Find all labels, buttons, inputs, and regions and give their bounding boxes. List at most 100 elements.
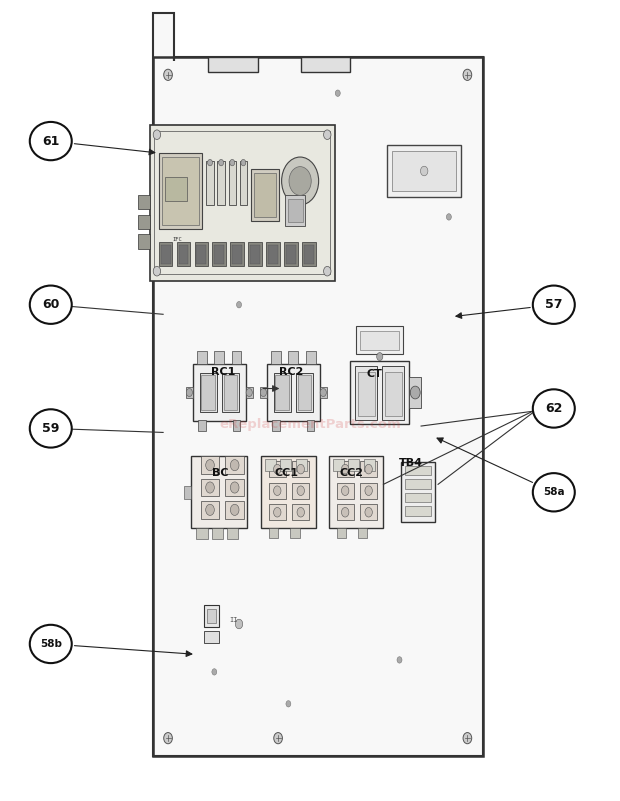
Circle shape	[273, 465, 281, 474]
Text: CC1: CC1	[275, 469, 299, 478]
Circle shape	[153, 267, 161, 276]
Bar	[333, 459, 344, 471]
Bar	[261, 457, 316, 528]
Ellipse shape	[533, 285, 575, 324]
Bar	[288, 351, 298, 364]
Ellipse shape	[30, 409, 72, 448]
Circle shape	[273, 486, 281, 496]
Text: 58b: 58b	[40, 639, 62, 649]
Bar	[405, 479, 432, 489]
Bar	[292, 505, 309, 520]
Bar	[384, 372, 402, 417]
Circle shape	[335, 90, 340, 96]
Bar	[201, 479, 219, 497]
Bar	[348, 459, 360, 471]
Bar	[179, 245, 188, 264]
Circle shape	[342, 486, 349, 496]
Circle shape	[206, 460, 215, 471]
Text: BC: BC	[212, 469, 229, 478]
Bar	[208, 57, 257, 71]
Bar	[337, 461, 354, 477]
Bar	[292, 461, 309, 477]
Text: 58a: 58a	[543, 487, 565, 497]
Bar	[207, 609, 216, 623]
Bar	[159, 153, 202, 229]
Circle shape	[297, 465, 304, 474]
Bar	[215, 351, 224, 364]
Circle shape	[208, 159, 213, 166]
Bar	[360, 483, 378, 499]
Bar	[265, 459, 276, 471]
Bar	[268, 528, 278, 537]
Bar	[232, 245, 242, 264]
Text: 62: 62	[545, 402, 562, 415]
Circle shape	[281, 157, 319, 205]
Text: 61: 61	[42, 135, 60, 147]
Bar	[251, 169, 279, 221]
Bar	[268, 461, 286, 477]
Bar	[250, 245, 260, 264]
Bar	[337, 483, 354, 499]
Bar	[195, 243, 208, 267]
Bar	[280, 459, 291, 471]
Bar	[204, 631, 219, 643]
Bar	[306, 351, 316, 364]
Bar	[149, 125, 335, 281]
Bar	[228, 528, 239, 539]
Circle shape	[324, 267, 331, 276]
Bar	[268, 483, 286, 499]
Circle shape	[164, 733, 172, 744]
Circle shape	[219, 159, 224, 166]
Text: 59: 59	[42, 422, 60, 435]
Circle shape	[212, 669, 217, 675]
Bar	[267, 364, 319, 421]
Circle shape	[342, 508, 349, 517]
Bar	[266, 243, 280, 267]
Bar	[197, 245, 206, 264]
Ellipse shape	[30, 122, 72, 160]
Circle shape	[231, 482, 239, 493]
Bar	[215, 245, 224, 264]
Bar	[222, 372, 239, 413]
Bar	[226, 501, 244, 518]
Bar	[246, 387, 253, 398]
Bar	[292, 483, 309, 499]
Bar	[226, 479, 244, 497]
Circle shape	[297, 486, 304, 496]
Circle shape	[274, 733, 283, 744]
Text: 57: 57	[545, 298, 562, 312]
Circle shape	[237, 301, 241, 308]
Text: IFC: IFC	[172, 237, 182, 242]
Bar	[286, 245, 296, 264]
Bar	[387, 145, 461, 197]
Bar	[288, 199, 303, 223]
Text: RC2: RC2	[279, 367, 304, 377]
Bar	[405, 506, 432, 516]
Bar	[319, 387, 327, 398]
Circle shape	[463, 69, 472, 80]
Bar	[226, 457, 244, 474]
Bar	[204, 605, 219, 627]
Bar	[360, 331, 399, 350]
Bar	[337, 528, 346, 537]
Bar	[358, 372, 375, 417]
Bar	[382, 366, 404, 421]
Circle shape	[273, 508, 281, 517]
Bar	[268, 505, 286, 520]
Circle shape	[231, 505, 239, 516]
Bar	[138, 215, 149, 229]
Bar	[138, 235, 149, 249]
Bar	[355, 366, 378, 421]
Bar	[138, 195, 149, 209]
Circle shape	[297, 508, 304, 517]
Circle shape	[246, 388, 252, 396]
Bar	[301, 57, 350, 71]
Bar	[285, 195, 305, 227]
Bar	[231, 243, 244, 267]
Bar	[275, 375, 289, 410]
Bar	[302, 243, 316, 267]
Ellipse shape	[30, 625, 72, 663]
Bar	[185, 387, 193, 398]
Bar	[213, 243, 226, 267]
Bar	[193, 364, 246, 421]
